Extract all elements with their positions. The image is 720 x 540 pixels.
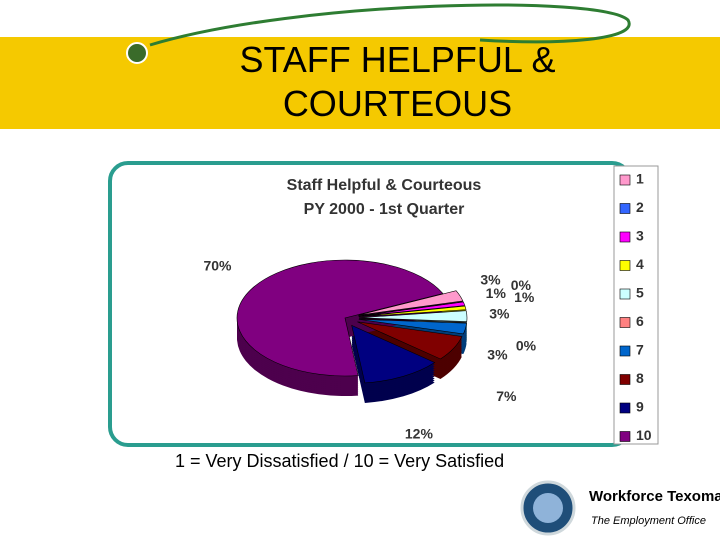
logo-center [533,493,563,523]
legend-swatch [619,431,631,442]
data-label: 3% [480,272,501,288]
legend-swatch [619,374,631,385]
slice [358,319,467,335]
slice [358,305,467,318]
legend-label: 10 [636,427,652,443]
slice [358,301,466,317]
slice [358,290,464,316]
legend-label: 7 [636,342,644,358]
slice [358,318,467,323]
chart-title: Staff Helpful & Courteous [287,177,482,194]
legend-label: 5 [636,285,644,301]
data-label: 1% [486,285,507,301]
legend-label: 4 [636,256,644,272]
legend-swatch [619,317,631,328]
legend-swatch [619,231,631,243]
legend-swatch [619,402,631,414]
legend-label: 9 [636,399,644,415]
data-label: 12% [405,425,434,441]
slice [351,324,436,384]
swoosh [149,3,631,47]
scale-note: 1 = Very Dissatisfied / 10 = Very Satisf… [175,451,504,471]
legend-swatch [619,288,631,300]
bullet-globe [126,42,148,64]
data-label: 7% [496,388,517,404]
slice [357,321,463,360]
data-label: 3% [487,346,508,362]
legend-label: 2 [636,199,644,215]
data-label: 0% [516,337,537,353]
data-label: 0% [511,277,532,293]
brand-name: Workforce Texoma [589,488,720,505]
legend-swatch [619,260,631,271]
data-label: 1% [514,289,535,305]
legend-swatch [619,345,631,357]
legend-label: 8 [636,370,644,386]
chart-subtitle: PY 2000 - 1st Quarter [304,201,465,218]
legend-swatch [619,174,631,186]
data-label: 70% [203,257,232,273]
legend-label: 1 [636,171,644,187]
legend-swatch [619,203,631,214]
legend-label: 6 [636,313,644,329]
title-band [0,37,720,129]
slice [358,310,468,322]
data-label: 3% [489,306,510,322]
legend-label: 3 [636,228,644,244]
slide-title: STAFF HELPFUL & COURTEOUS [239,39,556,124]
brand-tagline: The Employment Office [591,515,706,527]
slice [236,259,444,377]
